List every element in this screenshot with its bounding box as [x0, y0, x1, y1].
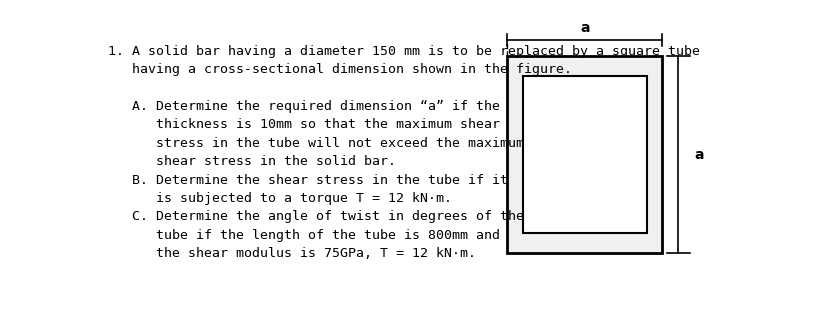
Text: a: a [580, 21, 590, 35]
Bar [523, 76, 647, 233]
Text: thickness is 10mm so that the maximum shear: thickness is 10mm so that the maximum sh… [109, 118, 501, 131]
Bar [507, 57, 663, 253]
Text: a: a [694, 148, 703, 162]
Text: 1. A solid bar having a diameter 150 mm is to be replaced by a square tube: 1. A solid bar having a diameter 150 mm … [109, 44, 700, 58]
Text: having a cross-sectional dimension shown in the figure.: having a cross-sectional dimension shown… [109, 63, 573, 76]
Text: stress in the tube will not exceed the maximum: stress in the tube will not exceed the m… [109, 137, 525, 150]
Text: the shear modulus is 75GPa, T = 12 kN·m.: the shear modulus is 75GPa, T = 12 kN·m. [109, 247, 476, 260]
Text: A. Determine the required dimension “a” if the: A. Determine the required dimension “a” … [109, 100, 501, 113]
Text: C. Determine the angle of twist in degrees of the: C. Determine the angle of twist in degre… [109, 211, 525, 224]
Text: tube if the length of the tube is 800mm and: tube if the length of the tube is 800mm … [109, 229, 501, 242]
Text: is subjected to a torque T = 12 kN·m.: is subjected to a torque T = 12 kN·m. [109, 192, 453, 205]
Text: shear stress in the solid bar.: shear stress in the solid bar. [109, 155, 396, 168]
Text: B. Determine the shear stress in the tube if it: B. Determine the shear stress in the tub… [109, 174, 508, 187]
